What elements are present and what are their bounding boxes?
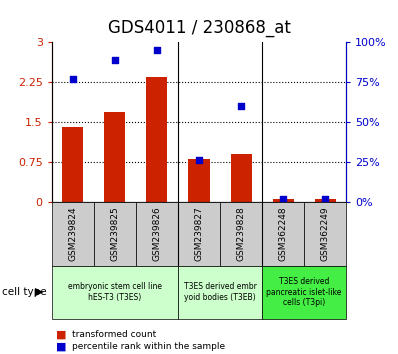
Text: GSM239825: GSM239825 xyxy=(110,206,119,261)
Bar xyxy=(178,202,220,266)
Bar xyxy=(62,127,83,202)
Text: percentile rank within the sample: percentile rank within the sample xyxy=(72,342,225,352)
Bar xyxy=(178,266,262,319)
Text: ■: ■ xyxy=(56,330,66,339)
Bar xyxy=(262,266,346,319)
Bar xyxy=(104,112,125,202)
Bar xyxy=(315,199,336,202)
Point xyxy=(196,158,202,163)
Bar xyxy=(136,202,178,266)
Text: ▶: ▶ xyxy=(35,287,43,297)
Text: T3ES derived embr
yoid bodies (T3EB): T3ES derived embr yoid bodies (T3EB) xyxy=(183,282,256,302)
Text: ■: ■ xyxy=(56,342,66,352)
Point xyxy=(280,196,286,201)
Bar xyxy=(230,154,252,202)
Text: embryonic stem cell line
hES-T3 (T3ES): embryonic stem cell line hES-T3 (T3ES) xyxy=(68,282,162,302)
Bar xyxy=(189,159,209,202)
Bar xyxy=(262,202,304,266)
Text: GSM239827: GSM239827 xyxy=(195,206,203,261)
Text: T3ES derived
pancreatic islet-like
cells (T3pi): T3ES derived pancreatic islet-like cells… xyxy=(267,277,342,307)
Text: GSM239824: GSM239824 xyxy=(68,206,77,261)
Point xyxy=(70,76,76,82)
Bar xyxy=(52,266,178,319)
Point xyxy=(154,47,160,53)
Point xyxy=(112,57,118,63)
Bar xyxy=(94,202,136,266)
Text: GSM362249: GSM362249 xyxy=(321,206,330,261)
Point xyxy=(322,196,328,201)
Text: cell type: cell type xyxy=(2,287,47,297)
Text: GDS4011 / 230868_at: GDS4011 / 230868_at xyxy=(107,19,291,38)
Bar xyxy=(220,202,262,266)
Point xyxy=(238,103,244,109)
Bar xyxy=(304,202,346,266)
Bar xyxy=(273,199,294,202)
Bar xyxy=(52,202,94,266)
Text: GSM362248: GSM362248 xyxy=(279,206,288,261)
Bar xyxy=(146,77,168,202)
Text: GSM239828: GSM239828 xyxy=(236,206,246,261)
Text: transformed count: transformed count xyxy=(72,330,156,339)
Text: GSM239826: GSM239826 xyxy=(152,206,162,261)
